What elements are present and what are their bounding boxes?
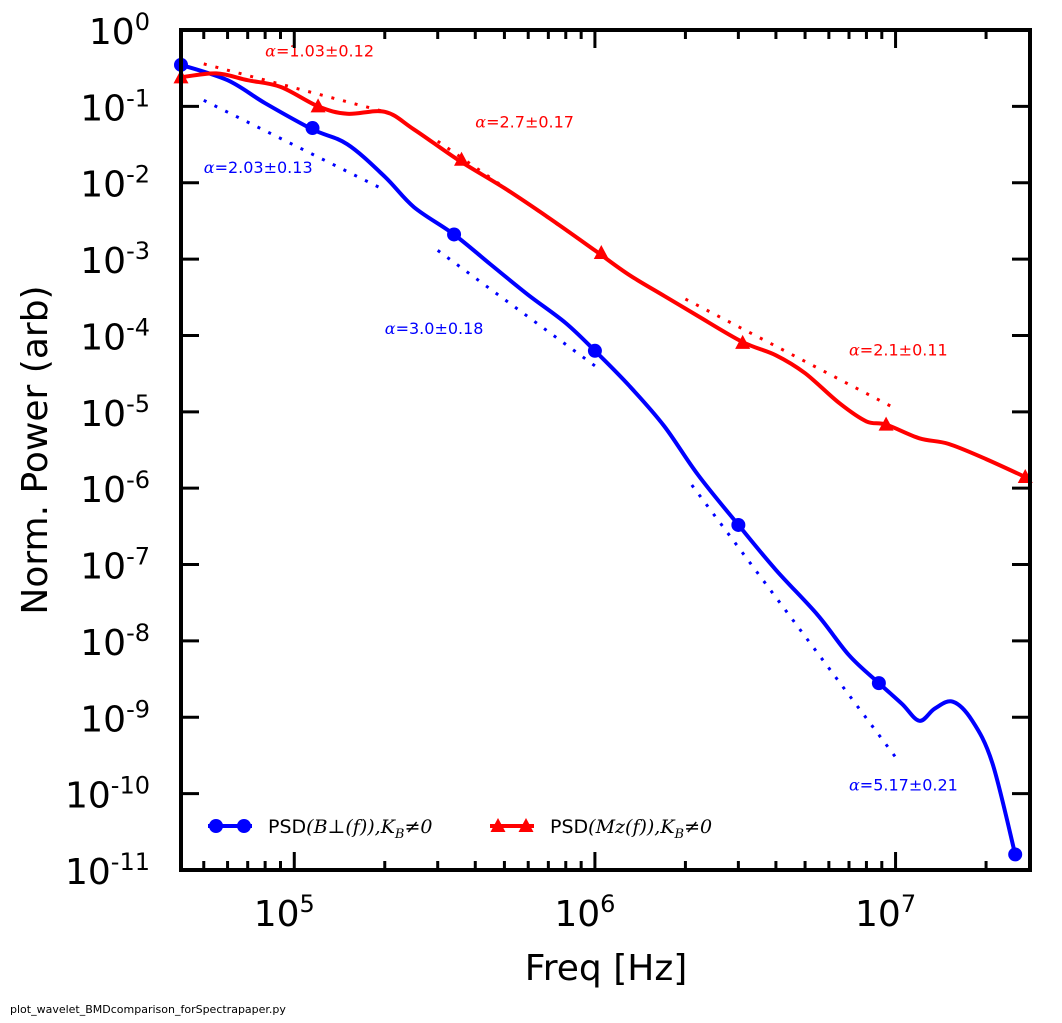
y-tick-label: 10-3 — [80, 237, 150, 282]
legend-marker — [518, 818, 534, 832]
data-point — [310, 98, 326, 113]
series-mz — [173, 69, 1033, 484]
y-axis-label: Norm. Power (arb) — [15, 285, 56, 614]
legend-marker — [209, 819, 223, 833]
data-point — [878, 416, 894, 431]
series-layer — [173, 57, 1033, 862]
fit-annotation: α=5.17±0.21 — [849, 775, 958, 794]
y-tick-label: 10-4 — [80, 313, 150, 358]
footer-filename: plot_wavelet_BMDcomparison_forSpectrapap… — [10, 1003, 286, 1016]
series-line — [180, 62, 1018, 855]
data-point — [447, 227, 462, 242]
y-tick-label: 10-1 — [80, 84, 150, 129]
fit-annotation: α=2.1±0.11 — [849, 340, 948, 359]
y-tick-label: 10-7 — [80, 543, 150, 588]
fit-annotation: α=2.03±0.13 — [204, 158, 313, 177]
legend-item: PSD(B⊥(f)),KB≠0 — [208, 816, 432, 842]
fit-annotation: α=3.0±0.18 — [385, 319, 484, 338]
legend-label: PSD(B⊥(f)),KB≠0 — [268, 816, 432, 842]
fit-line — [690, 484, 897, 759]
fit-annotation: α=1.03±0.12 — [265, 41, 374, 60]
fit-line — [203, 62, 386, 114]
y-tick-label: 10-6 — [80, 466, 150, 511]
axis-ticks: 105 106 107 100 10-1 10-2 10-3 10-4 10-5 10-6 10-7… — [65, 8, 1030, 935]
x-tick-label: 106 — [554, 890, 615, 935]
legend-label: PSD(Mz(f)),KB≠0 — [550, 816, 712, 842]
y-tick-label: 10-9 — [80, 695, 150, 740]
data-point — [735, 334, 751, 349]
data-point — [1008, 847, 1023, 862]
data-point — [871, 676, 886, 691]
y-tick-label: 100 — [89, 8, 150, 53]
y-tick-label: 10-8 — [80, 619, 150, 664]
y-tick-label: 10-11 — [65, 848, 150, 893]
legend-marker — [490, 818, 506, 832]
y-tick-label: 10-2 — [80, 161, 150, 206]
data-point — [587, 343, 602, 358]
x-axis-label: Freq [Hz] — [525, 948, 688, 989]
y-tick-label: 10-10 — [65, 772, 150, 817]
series-b-perp — [174, 57, 1023, 862]
y-tick-label: 10-5 — [80, 390, 150, 435]
x-tick-label: 105 — [254, 890, 315, 935]
legend-item: PSD(Mz(f)),KB≠0 — [490, 816, 712, 842]
legend: PSD(B⊥(f)),KB≠0 PSD(Mz(f)),KB≠0 — [208, 816, 712, 842]
x-tick-label: 107 — [855, 890, 916, 935]
fit-line — [203, 98, 386, 192]
data-point — [593, 245, 609, 260]
data-point — [731, 517, 746, 532]
data-point — [305, 121, 320, 136]
fit-line — [436, 249, 596, 368]
fit-annotation: α=2.7±0.17 — [475, 112, 574, 131]
plot-frame — [179, 28, 1032, 872]
series-line — [180, 71, 1027, 479]
legend-marker — [237, 819, 251, 833]
data-point — [454, 151, 470, 166]
fit-annotations: α=1.03±0.12 α=2.7±0.17 α=2.03±0.13 α=3.0±0.… — [204, 41, 958, 794]
fit-lines — [203, 62, 897, 759]
